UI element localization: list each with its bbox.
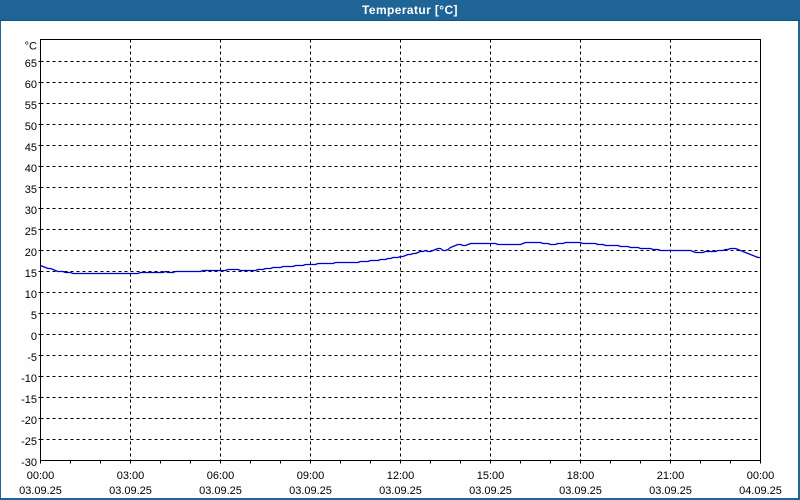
svg-text:06:00: 06:00 xyxy=(207,470,235,482)
svg-text:60: 60 xyxy=(25,79,37,91)
svg-text:12:00: 12:00 xyxy=(387,470,415,482)
svg-text:°C: °C xyxy=(25,41,37,53)
svg-text:09:00: 09:00 xyxy=(297,470,325,482)
svg-text:55: 55 xyxy=(25,100,37,112)
svg-text:5: 5 xyxy=(31,310,37,322)
svg-text:25: 25 xyxy=(25,226,37,238)
svg-text:03.09.25: 03.09.25 xyxy=(19,485,62,497)
svg-text:03.09.25: 03.09.25 xyxy=(199,485,242,497)
svg-text:10: 10 xyxy=(25,289,37,301)
svg-text:-25: -25 xyxy=(21,436,37,448)
svg-text:45: 45 xyxy=(25,142,37,154)
svg-text:0: 0 xyxy=(31,331,37,343)
svg-text:00:00: 00:00 xyxy=(27,470,55,482)
svg-text:15: 15 xyxy=(25,268,37,280)
svg-text:21:00: 21:00 xyxy=(657,470,685,482)
svg-text:50: 50 xyxy=(25,121,37,133)
svg-text:03.09.25: 03.09.25 xyxy=(559,485,602,497)
svg-text:18:00: 18:00 xyxy=(567,470,595,482)
svg-text:00:00: 00:00 xyxy=(747,470,775,482)
svg-text:15:00: 15:00 xyxy=(477,470,505,482)
svg-text:30: 30 xyxy=(25,205,37,217)
svg-text:40: 40 xyxy=(25,163,37,175)
svg-text:-5: -5 xyxy=(27,352,37,364)
svg-text:03.09.25: 03.09.25 xyxy=(289,485,332,497)
svg-text:65: 65 xyxy=(25,58,37,70)
svg-text:03.09.25: 03.09.25 xyxy=(469,485,512,497)
svg-text:-20: -20 xyxy=(21,415,37,427)
svg-text:03.09.25: 03.09.25 xyxy=(109,485,152,497)
svg-text:04.09.25: 04.09.25 xyxy=(739,485,782,497)
svg-text:03.09.25: 03.09.25 xyxy=(379,485,422,497)
svg-text:-15: -15 xyxy=(21,394,37,406)
svg-text:03:00: 03:00 xyxy=(117,470,145,482)
svg-text:20: 20 xyxy=(25,247,37,259)
svg-text:03.09.25: 03.09.25 xyxy=(649,485,692,497)
svg-text:35: 35 xyxy=(25,184,37,196)
svg-text:-30: -30 xyxy=(21,457,37,469)
svg-text:-10: -10 xyxy=(21,373,37,385)
